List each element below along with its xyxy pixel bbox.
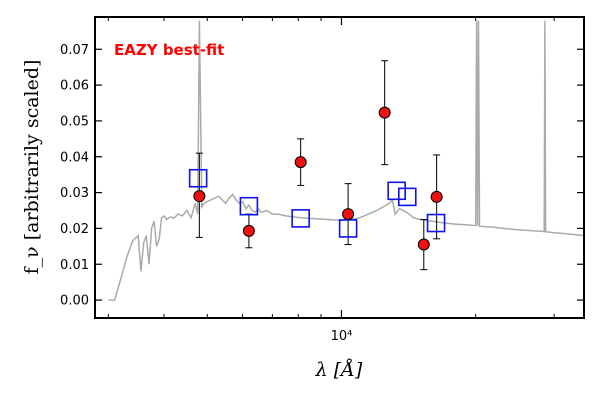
observed-point-2 xyxy=(294,156,307,169)
plot-area xyxy=(95,17,584,318)
y-tick-label: 0.04 xyxy=(60,150,89,165)
observed-point-1 xyxy=(242,224,255,237)
y-tick-label: 0.01 xyxy=(60,258,89,273)
model-sed-layer xyxy=(108,20,585,301)
chart-annotation: EAZY best-fit xyxy=(114,41,224,59)
y-tick-label: 0.02 xyxy=(60,222,89,237)
model-flux-square-6 xyxy=(426,213,446,233)
observed-point-6 xyxy=(417,238,430,251)
x-axis-label: λ [Å] xyxy=(315,359,363,381)
observed-point-3 xyxy=(342,208,355,221)
model-flux-layer xyxy=(188,168,446,238)
model-flux-square-5 xyxy=(397,187,417,207)
y-tick-label: 0.03 xyxy=(60,186,89,201)
model-flux-square-1 xyxy=(239,196,259,216)
y-axis-label: f_ν [arbitrarily scaled] xyxy=(21,60,43,275)
model-flux-square-2 xyxy=(291,209,310,228)
observed-point-5 xyxy=(430,190,443,203)
observed-flux-layer xyxy=(193,106,443,251)
y-tick-label: 0.00 xyxy=(60,294,89,309)
model-sed-line xyxy=(108,20,585,301)
x-tick-label: 10⁴ xyxy=(331,329,353,344)
y-tick-label: 0.06 xyxy=(60,79,89,94)
y-tick-label: 0.07 xyxy=(60,43,89,58)
observed-point-0 xyxy=(193,190,206,203)
model-flux-square-0 xyxy=(188,168,208,188)
axes-layer: 0.00 0.01 0.02 0.03 0.04 0.05 0.06 0.07 10⁴ xyxy=(60,16,585,344)
model-flux-square-4 xyxy=(387,181,406,201)
y-tick-label: 0.05 xyxy=(60,114,89,129)
axes-frame xyxy=(94,16,585,319)
observed-point-4 xyxy=(378,106,391,119)
